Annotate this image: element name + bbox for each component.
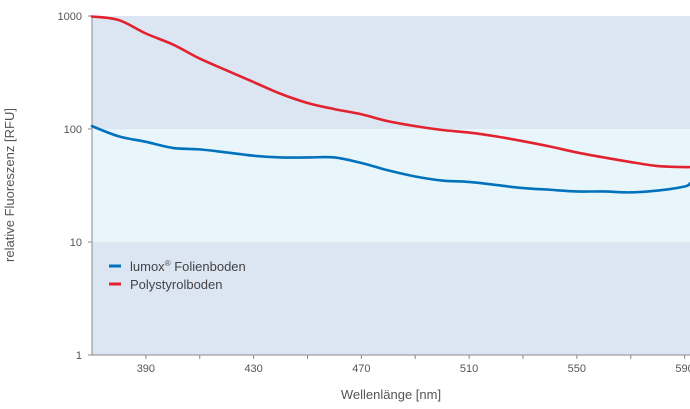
legend-label-lumox-sup: ®	[165, 259, 171, 268]
legend-label-lumox-suffix: Folienboden	[171, 259, 246, 274]
y-axis: 1 10 100 1000	[58, 11, 93, 362]
x-tick-label: 590	[675, 363, 690, 375]
legend: lumox® Folienboden Polystyrolboden	[109, 259, 246, 292]
x-axis-title: Wellenlänge [nm]	[341, 387, 441, 402]
band-bottom	[92, 242, 690, 355]
x-tick-label: 550	[568, 363, 586, 375]
y-axis-ticks: 1 10 100 1000	[58, 11, 92, 362]
series-layer	[90, 15, 690, 194]
series-line-lumox	[90, 124, 690, 194]
legend-label-lumox: lumox® Folienboden	[130, 259, 246, 274]
y-tick-label: 1	[76, 350, 82, 362]
y-axis-title: relative Fluoreszenz [RFU]	[2, 108, 17, 262]
x-axis: 390 430 470 510 550 590	[92, 354, 690, 375]
x-tick-label: 430	[244, 363, 262, 375]
y-tick-label: 1000	[58, 11, 82, 23]
x-tick-label: 390	[137, 363, 155, 375]
x-tick-label: 510	[460, 363, 478, 375]
x-tick-label: 470	[352, 363, 370, 375]
y-tick-label: 10	[70, 237, 82, 249]
legend-item-polystyrol: Polystyrolboden	[109, 277, 223, 292]
legend-label-lumox-name: lumox	[130, 259, 165, 274]
series-line-polystyrol	[90, 15, 690, 169]
x-axis-ticks: 390 430 470 510 550 590	[137, 355, 690, 375]
y-tick-label: 100	[64, 124, 82, 136]
band-middle	[92, 129, 690, 242]
band-top	[92, 16, 690, 129]
legend-label-polystyrol: Polystyrolboden	[130, 277, 223, 292]
legend-item-lumox: lumox® Folienboden	[109, 259, 246, 274]
